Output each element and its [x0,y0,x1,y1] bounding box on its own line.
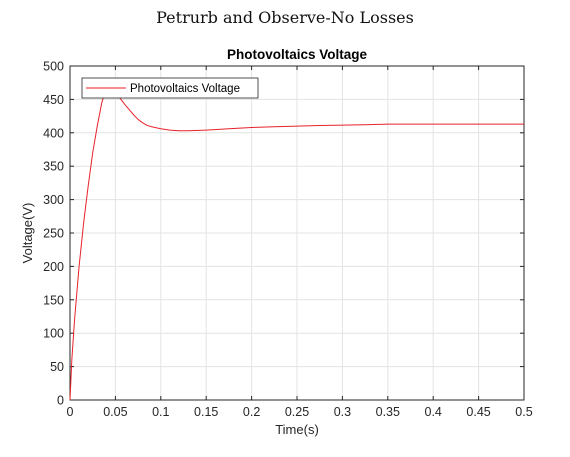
legend-box [81,77,259,99]
x-tick-label: 0.4 [425,405,442,419]
y-axis-label: Voltage(V) [20,203,35,264]
y-tick-label: 300 [43,193,64,207]
legend-label: Photovoltaics Voltage [130,83,240,95]
x-tick-label: 0.3 [334,405,351,419]
y-tick-label: 100 [43,327,64,341]
x-tick-label: 0.2 [243,405,260,419]
y-tick-label: 200 [43,260,64,274]
series-group [69,82,524,401]
x-tick-label: 0.15 [194,405,218,419]
y-tick-label: 450 [43,93,64,107]
y-tick-label: 250 [43,227,64,241]
y-tick-label: 400 [43,126,64,140]
x-tick-label: 0.35 [376,405,400,419]
y-tick-label: 500 [43,60,64,74]
axis-ticks: 0 0.05 0.1 0.15 0.2 0.25 0.3 0.35 0.4 0.45 0.5 0 50 1… [43,60,533,420]
x-tick-label: 0 [67,405,74,419]
x-tick-label: 0.1 [152,405,169,419]
y-tick-label: 50 [50,360,64,374]
y-tick-label: 150 [43,293,64,307]
x-tick-label: 0.05 [103,405,127,419]
legend: Photovoltaics Voltage [81,77,259,99]
y-tick-label: 350 [43,160,64,174]
figure-suptitle: Petrurb and Observe-No Losses [156,8,414,27]
y-tick-label: 0 [57,394,64,408]
x-tick-label: 0.25 [285,405,309,419]
x-axis-label: Time(s) [275,422,319,437]
grid [69,65,525,401]
x-tick-label: 0.45 [466,405,490,419]
chart-title: Photovoltaics Voltage [227,47,368,62]
series-line [69,82,524,401]
x-tick-label: 0.5 [515,405,532,419]
